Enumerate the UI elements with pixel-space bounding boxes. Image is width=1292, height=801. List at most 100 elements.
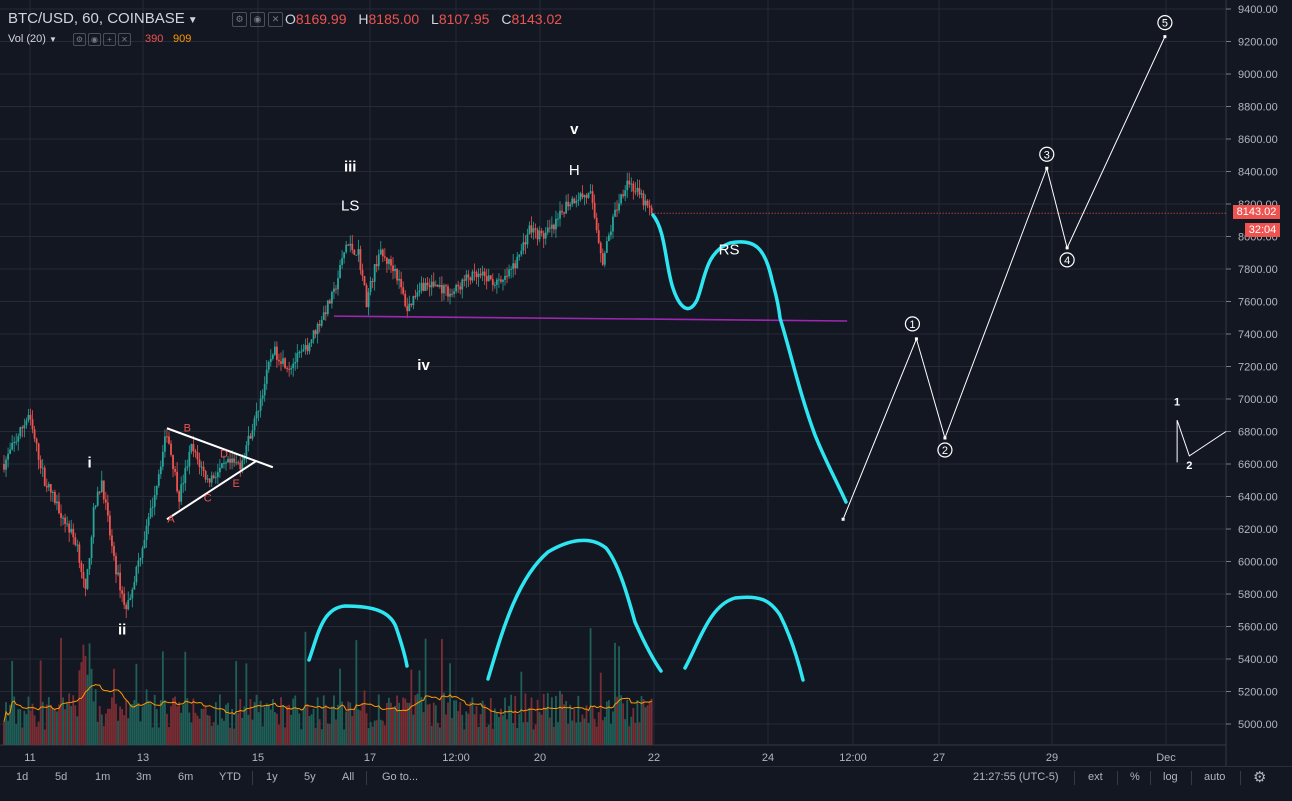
volume-bar <box>510 694 513 745</box>
volume-bar <box>227 702 229 745</box>
candle-body <box>587 192 590 198</box>
close-icon[interactable]: ✕ <box>268 12 283 27</box>
candle-body <box>634 191 637 193</box>
volume-bar <box>200 708 203 745</box>
volume-bar <box>451 718 453 745</box>
candle-body <box>459 286 462 290</box>
volume-bar <box>210 725 213 745</box>
volume-bar <box>430 725 433 745</box>
volume-bar <box>214 702 217 745</box>
settings-icon[interactable]: ⚙ <box>232 12 247 27</box>
wave-count-3: 3 <box>1044 149 1050 161</box>
volume-bar <box>292 698 295 745</box>
volume-bar <box>526 722 529 745</box>
high-value: 8185.00 <box>368 11 420 27</box>
candle-body <box>243 456 246 461</box>
candle-body <box>434 284 437 287</box>
candle-body <box>449 293 451 297</box>
volume-bar <box>506 719 508 745</box>
volume-bar <box>591 706 594 745</box>
candle-body <box>522 242 525 251</box>
candle-body <box>540 230 543 234</box>
wave-count-5: 5 <box>1162 18 1168 30</box>
volume-bar <box>455 700 458 745</box>
log-toggle[interactable]: log <box>1163 771 1178 783</box>
volume-bar <box>410 669 413 745</box>
volume-bar <box>47 697 50 745</box>
candle-body <box>184 467 187 484</box>
candle-body <box>379 249 382 255</box>
volume-bar <box>502 715 504 745</box>
volume-bar <box>174 696 176 745</box>
volume-bar <box>514 695 517 745</box>
hide-icon[interactable]: ◉ <box>88 33 101 46</box>
goto-button[interactable]: Go to... <box>382 771 419 783</box>
volume-bar <box>565 701 568 745</box>
candle-body <box>166 436 168 438</box>
volume-bar <box>471 697 474 745</box>
volume-bar <box>434 705 437 745</box>
settings-icon[interactable]: ⚙ <box>73 33 86 46</box>
volume-bar <box>536 699 539 745</box>
ext-toggle[interactable]: ext <box>1088 771 1103 783</box>
volume-bar <box>304 631 307 745</box>
x-tick-label: Dec <box>1156 752 1176 764</box>
candle-body <box>84 578 87 589</box>
candle-body <box>414 295 417 297</box>
add-icon[interactable]: + <box>103 33 116 46</box>
gear-icon[interactable]: ⚙ <box>1253 769 1267 786</box>
volume-bar <box>151 727 154 745</box>
volume-bar <box>424 638 427 745</box>
candle-body <box>267 362 270 370</box>
volume-bar <box>622 703 625 745</box>
volume-bar <box>23 710 26 745</box>
volume-bar <box>357 709 360 745</box>
volume-bar <box>528 707 531 745</box>
candle-body <box>245 445 248 457</box>
hide-icon[interactable]: ◉ <box>250 12 265 27</box>
volume-bar <box>170 706 172 745</box>
percent-toggle[interactable]: % <box>1130 771 1140 783</box>
candle-body <box>41 467 44 469</box>
symbol-selector[interactable]: BTC/USD, 60, COINBASE ▼ <box>8 10 198 27</box>
range-all[interactable]: All <box>342 771 355 783</box>
range-ytd[interactable]: YTD <box>219 771 241 783</box>
range-1y[interactable]: 1y <box>266 771 278 783</box>
projection-vertex <box>841 517 845 521</box>
volume-bar <box>62 697 64 745</box>
volume-bar <box>161 651 164 745</box>
range-5d[interactable]: 5d <box>55 771 68 783</box>
candle-body <box>251 430 254 439</box>
volume-bar <box>302 708 305 745</box>
range-1m[interactable]: 1m <box>95 771 111 783</box>
volume-bar <box>449 663 451 745</box>
auto-toggle[interactable]: auto <box>1204 771 1226 783</box>
candle-body <box>504 275 506 280</box>
volume-bar <box>5 702 7 745</box>
volume-bar <box>408 702 411 745</box>
y-tick-label: 8800.00 <box>1238 102 1278 114</box>
candle-body <box>636 187 639 192</box>
candle-body <box>45 485 48 488</box>
volume-bar <box>377 694 380 745</box>
candle-body <box>257 410 260 412</box>
range-6m[interactable]: 6m <box>178 771 194 783</box>
range-3m[interactable]: 3m <box>136 771 152 783</box>
volume-bar <box>548 717 551 745</box>
range-1d[interactable]: 1d <box>16 771 29 783</box>
volume-selector[interactable]: Vol (20) ▼ <box>8 33 57 45</box>
volume-bar <box>607 700 610 745</box>
volume-bar <box>589 628 592 745</box>
volume-bar <box>440 639 443 745</box>
candle-body <box>333 288 335 293</box>
candle-body <box>127 600 130 610</box>
candle-body <box>508 269 510 277</box>
candle-body <box>451 293 453 295</box>
volume-bar <box>422 712 425 745</box>
volume-bar <box>58 704 60 745</box>
close-icon[interactable]: ✕ <box>118 33 131 46</box>
range-5y[interactable]: 5y <box>304 771 316 783</box>
candle-body <box>404 293 407 307</box>
volume-bar <box>243 706 246 745</box>
